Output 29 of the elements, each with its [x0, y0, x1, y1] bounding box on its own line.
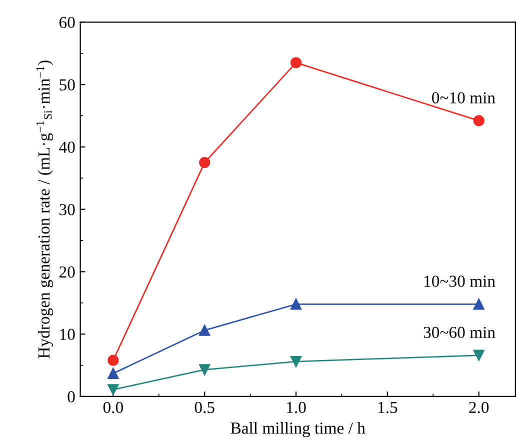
y-tick-label: 40	[59, 142, 75, 153]
x-tick-label: 0.0	[103, 402, 123, 414]
point	[108, 354, 119, 366]
point	[108, 368, 119, 379]
point	[199, 156, 210, 168]
series-label: 0~10 min	[432, 92, 496, 104]
point	[473, 298, 484, 310]
x-axis-title: Ball milling time / h	[230, 422, 366, 438]
x-tick-label: 1.0	[287, 402, 306, 414]
point	[199, 324, 210, 336]
point	[199, 364, 210, 376]
series-label: 30~60 min	[424, 326, 496, 338]
y-tick-label: 30	[60, 204, 75, 216]
y-tick-label: 20	[59, 266, 75, 278]
x-tick-label: 1.5	[378, 402, 398, 414]
series-label: 10~30 min	[424, 276, 496, 287]
point	[473, 115, 484, 126]
point	[473, 350, 484, 361]
y-tick-label: 50	[60, 79, 75, 90]
point	[290, 356, 302, 368]
point	[290, 57, 302, 68]
y-tick-label: 60	[59, 16, 75, 28]
point	[108, 384, 119, 396]
x-tick-label: 2.0	[469, 402, 489, 414]
y-axis-title: Hydrogen generation rate / (mL·g$^{−1}$$_{Si}$·min$^{−1}$)	[36, 60, 54, 358]
point	[290, 298, 302, 310]
x-tick-label: 0.5	[194, 402, 214, 414]
y-tick-label: 10	[60, 328, 75, 340]
y-tick-label: 0	[68, 391, 75, 402]
